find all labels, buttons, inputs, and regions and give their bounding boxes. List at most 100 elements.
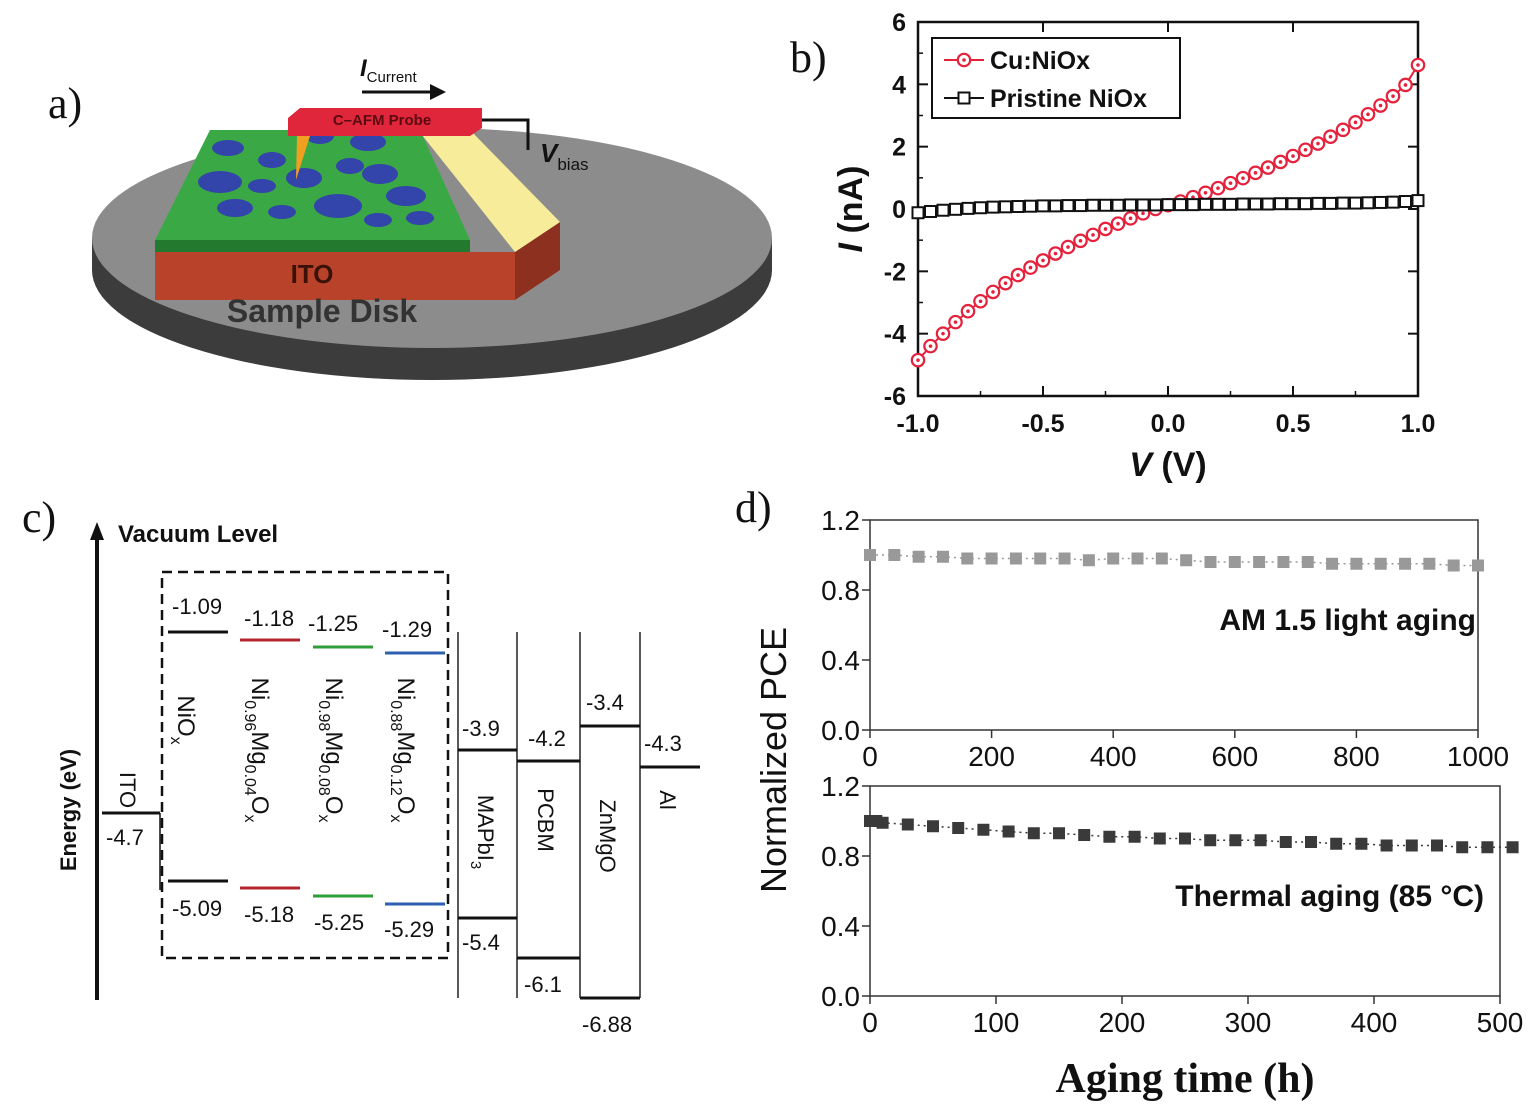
pristine-niox-point (1024, 199, 1037, 213)
vacuum-level-label: Vacuum Level (118, 521, 278, 548)
cu-niox-point-dot (1253, 171, 1258, 175)
pristine-niox-point (1286, 197, 1300, 211)
panel-a-label: a) (48, 79, 82, 128)
grain (217, 199, 253, 217)
pce-point (1326, 557, 1339, 570)
y-axis-label: Normalized PCE (753, 627, 794, 893)
znmgo-top-value: -3.4 (586, 690, 624, 715)
pce-point (1107, 552, 1120, 565)
pce-point (1058, 552, 1071, 565)
grain (336, 158, 364, 174)
y-tick-label: 1.2 (821, 505, 860, 536)
cu-niox-point-dot (916, 358, 920, 362)
layer-pcbm: -4.2 -6.1 PCBM (517, 726, 580, 997)
pristine-niox-point (936, 203, 950, 217)
aging-annotation: Thermal aging (85 °C) (1175, 880, 1484, 913)
pristine-niox-point (1361, 196, 1375, 210)
pristine-niox-point (1349, 196, 1362, 210)
grain (314, 194, 362, 218)
cu-niox-point-dot (1266, 165, 1270, 170)
pce-point (1180, 554, 1193, 567)
pce-point (977, 823, 990, 836)
al-value: -4.3 (644, 731, 682, 756)
pce-point (1153, 832, 1166, 845)
pce-point (1305, 836, 1317, 848)
cu-niox-point-dot (1328, 134, 1333, 139)
pce-point (1355, 837, 1368, 850)
pce-point (1034, 552, 1047, 565)
pce-point (952, 822, 965, 834)
pce-point (1447, 559, 1460, 572)
pce-point (1431, 839, 1443, 852)
legend-marker (957, 91, 971, 105)
cu-niox-point-dot (1278, 160, 1283, 164)
pristine-niox-point (949, 202, 962, 216)
cu-niox-point-dot (928, 344, 933, 348)
pristine-niox-point (1274, 197, 1287, 211)
pce-point (901, 818, 914, 831)
y-tick-label: 0.4 (821, 911, 860, 942)
pce-point (1009, 552, 1022, 565)
cu-niox-point-dot (1353, 120, 1358, 125)
ito-label: ITO (291, 259, 334, 289)
htl-nimgo-008-name: Ni0.98Mg0.08Ox (315, 678, 347, 823)
cu-niox-point-dot (1053, 251, 1058, 256)
cu-niox-point-dot (953, 320, 958, 324)
x-tick-label: -1.0 (896, 410, 939, 438)
htl-nimgo-004-top-value: -1.18 (244, 606, 294, 631)
cu-niox-point-dot (1066, 245, 1070, 249)
cu-niox-point-dot (1378, 103, 1383, 108)
grain (350, 133, 386, 151)
y-axis-label-var: I (832, 241, 870, 252)
grain (364, 213, 392, 227)
pce-point (1330, 837, 1343, 850)
pristine-niox-point (1124, 198, 1137, 212)
y-tick-label: 0.4 (821, 645, 860, 676)
pce-point (1229, 834, 1242, 847)
pce-point (1228, 556, 1241, 568)
film-edge (155, 240, 470, 252)
plot-frame (869, 519, 1479, 731)
panel-c: c) Vacuum Level Energy (eV) ITO -4.7 -1.… (22, 493, 700, 1037)
bias-wire (482, 118, 530, 150)
energy-axis-label: Energy (eV) (56, 749, 81, 871)
pce-point (1506, 841, 1519, 854)
pristine-niox-point (1311, 196, 1325, 210)
x-tick-label: 400 (1351, 1007, 1398, 1038)
panel-b-label: b) (790, 33, 827, 82)
pce-point (1350, 557, 1363, 570)
y-tick-label: 0.8 (821, 575, 860, 606)
pristine-niox-point (1061, 199, 1075, 213)
cu-niox-point-dot (1341, 128, 1345, 132)
grain (268, 205, 296, 219)
legend-label: Pristine NiOx (990, 85, 1147, 113)
grain (258, 152, 286, 168)
pce-point (927, 820, 939, 833)
htl-nimgo-012-top-value: -1.29 (382, 617, 432, 642)
pce-point (1078, 829, 1091, 841)
pce-point (1277, 556, 1290, 568)
pcbm-name: PCBM (533, 788, 558, 852)
x-tick-label: 100 (973, 1007, 1020, 1038)
pristine-niox-point (1236, 197, 1250, 211)
htl-nimgo-012-name: Ni0.88Mg0.12Ox (387, 678, 419, 823)
pce-point (888, 549, 901, 561)
htl-nimgo-012: -1.29 -5.29 Ni0.88Mg0.12Ox (382, 617, 445, 942)
y-axis-label: I (nA) (832, 166, 870, 253)
y-tick-label: 1.2 (821, 771, 860, 802)
pce-point (1027, 827, 1040, 840)
pce-point (1456, 841, 1469, 854)
pristine-niox-point (1011, 200, 1025, 214)
pce-point (1254, 834, 1267, 847)
y-axis-label-unit: (nA) (832, 166, 870, 243)
pce-point (1405, 839, 1418, 852)
cu-niox-point-dot (1366, 112, 1370, 117)
x-axis-label-var: V (1129, 446, 1155, 484)
panel-b: b) -6 -4 -2 0 2 4 6 -1.0 -0.5 0.0 0.5 1.0 V (V) I (nA… (790, 9, 1435, 484)
pce-point (864, 549, 876, 561)
cu-niox-point-dot (1291, 154, 1295, 158)
pristine-niox-point (1036, 199, 1050, 213)
cu-niox-point-dot (978, 299, 983, 304)
cu-niox-point-dot (1191, 195, 1195, 199)
